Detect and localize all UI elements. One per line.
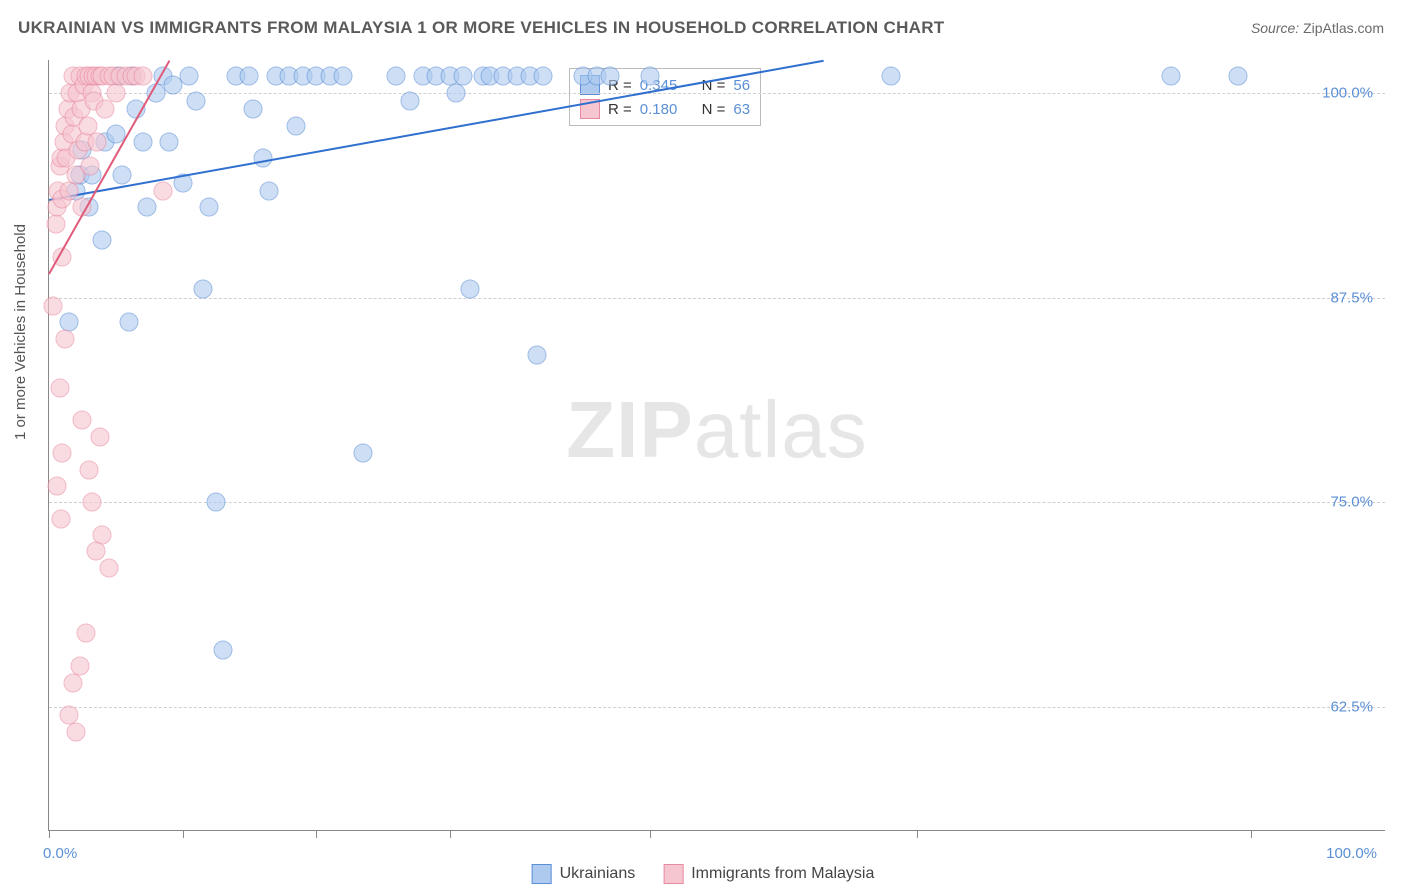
data-point xyxy=(81,157,100,176)
data-point xyxy=(333,67,352,86)
data-point xyxy=(200,198,219,217)
x-tick xyxy=(1251,830,1252,838)
data-point xyxy=(66,722,85,741)
data-point xyxy=(447,83,466,102)
data-point xyxy=(106,83,125,102)
grid-line xyxy=(49,93,1385,94)
data-point xyxy=(641,67,660,86)
y-tick-label: 62.5% xyxy=(1330,699,1373,716)
grid-line xyxy=(49,707,1385,708)
data-point xyxy=(48,476,67,495)
grid-line xyxy=(49,502,1385,503)
chart-title: UKRAINIAN VS IMMIGRANTS FROM MALAYSIA 1 … xyxy=(18,18,945,38)
data-point xyxy=(186,91,205,110)
data-point xyxy=(88,132,107,151)
series1-legend-label: Ukrainians xyxy=(560,865,636,883)
scatter-chart: ZIPatlas R = 0.345 N = 56 R = 0.180 N = … xyxy=(48,60,1385,831)
data-point xyxy=(881,67,900,86)
data-point xyxy=(80,460,99,479)
legend-item: Immigrants from Malaysia xyxy=(663,864,874,884)
x-tick xyxy=(316,830,317,838)
data-point xyxy=(153,182,172,201)
watermark-light: atlas xyxy=(694,385,868,474)
source-label: Source: xyxy=(1251,20,1299,36)
data-point xyxy=(207,493,226,512)
y-tick-label: 100.0% xyxy=(1322,84,1373,101)
data-point xyxy=(244,100,263,119)
series2-legend-label: Immigrants from Malaysia xyxy=(691,865,874,883)
watermark: ZIPatlas xyxy=(566,384,867,476)
series2-swatch xyxy=(663,864,683,884)
data-point xyxy=(137,198,156,217)
y-tick-label: 87.5% xyxy=(1330,289,1373,306)
x-tick xyxy=(450,830,451,838)
data-point xyxy=(133,132,152,151)
series1-n-value: 56 xyxy=(733,77,750,94)
data-point xyxy=(454,67,473,86)
x-tick xyxy=(650,830,651,838)
data-point xyxy=(601,67,620,86)
data-point xyxy=(53,444,72,463)
data-point xyxy=(50,378,69,397)
source-value: ZipAtlas.com xyxy=(1303,20,1384,36)
data-point xyxy=(460,280,479,299)
source-attribution: Source: ZipAtlas.com xyxy=(1251,20,1384,36)
data-point xyxy=(82,493,101,512)
x-tick xyxy=(183,830,184,838)
n-label: N = xyxy=(702,101,726,118)
data-point xyxy=(60,182,79,201)
data-point xyxy=(180,67,199,86)
data-point xyxy=(527,345,546,364)
data-point xyxy=(64,673,83,692)
data-point xyxy=(260,182,279,201)
data-point xyxy=(93,231,112,250)
series2-n-value: 63 xyxy=(733,101,750,118)
data-point xyxy=(86,542,105,561)
y-tick-label: 75.0% xyxy=(1330,494,1373,511)
data-point xyxy=(213,640,232,659)
x-tick xyxy=(49,830,50,838)
data-point xyxy=(96,100,115,119)
data-point xyxy=(1162,67,1181,86)
x-axis-max-label: 100.0% xyxy=(1326,845,1377,862)
data-point xyxy=(113,165,132,184)
data-point xyxy=(100,558,119,577)
grid-line xyxy=(49,298,1385,299)
data-point xyxy=(387,67,406,86)
data-point xyxy=(56,329,75,348)
data-point xyxy=(133,67,152,86)
data-point xyxy=(46,214,65,233)
data-point xyxy=(1229,67,1248,86)
data-point xyxy=(287,116,306,135)
data-point xyxy=(120,313,139,332)
data-point xyxy=(52,509,71,528)
data-point xyxy=(73,411,92,430)
data-point xyxy=(90,427,109,446)
data-point xyxy=(160,132,179,151)
y-axis-label: 1 or more Vehicles in Household xyxy=(12,224,29,440)
legend: Ukrainians Immigrants from Malaysia xyxy=(532,864,875,884)
r-label: R = xyxy=(608,101,632,118)
legend-item: Ukrainians xyxy=(532,864,636,884)
data-point xyxy=(44,296,63,315)
data-point xyxy=(193,280,212,299)
x-axis-min-label: 0.0% xyxy=(43,845,77,862)
data-point xyxy=(400,91,419,110)
data-point xyxy=(534,67,553,86)
x-tick xyxy=(917,830,918,838)
watermark-bold: ZIP xyxy=(566,385,693,474)
series1-swatch xyxy=(532,864,552,884)
data-point xyxy=(77,624,96,643)
data-point xyxy=(353,444,372,463)
data-point xyxy=(240,67,259,86)
series2-r-value: 0.180 xyxy=(640,101,678,118)
